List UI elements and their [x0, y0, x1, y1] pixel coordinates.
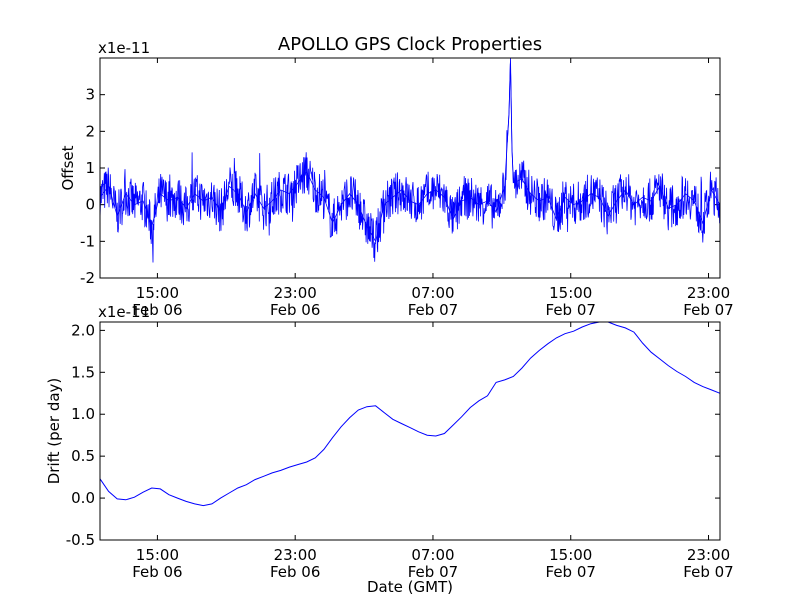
offset-y-tick-label: 2: [85, 122, 95, 140]
drift-x-tick-time: 07:00: [411, 546, 454, 564]
offset-scale-label: x1e-11: [98, 39, 150, 57]
offset-y-tick-label: 1: [85, 159, 95, 177]
drift-y-tick-label: 0.0: [71, 489, 95, 507]
offset-x-tick-time: 15:00: [136, 284, 179, 302]
offset-x-tick-date: Feb 07: [683, 301, 733, 319]
drift-x-tick-time: 15:00: [549, 546, 592, 564]
offset-y-tick-label: -2: [80, 269, 95, 287]
drift-x-tick-date: Feb 06: [132, 563, 182, 581]
drift-y-tick-label: 2.0: [71, 321, 95, 339]
drift-y-label: Drift (per day): [45, 378, 63, 485]
drift-x-tick-time: 23:00: [274, 546, 317, 564]
offset-y-tick-label: -1: [80, 232, 95, 250]
drift-y-tick-label: 0.5: [71, 447, 95, 465]
drift-x-tick-date: Feb 07: [408, 563, 458, 581]
drift-x-tick-date: Feb 07: [683, 563, 733, 581]
drift-x-tick-date: Feb 07: [546, 563, 596, 581]
offset-x-tick-time: 23:00: [687, 284, 730, 302]
offset-y-tick-label: 0: [85, 196, 95, 214]
drift-y-ticks: -0.5 0.0 0.5 1.0 1.5 2.0: [66, 321, 720, 549]
drift-x-tick-date: Feb 06: [270, 563, 320, 581]
offset-series-detail: [99, 63, 721, 263]
offset-y-ticks: -2 -1 0 1 2 3: [80, 86, 720, 287]
chart-title: APOLLO GPS Clock Properties: [278, 34, 542, 55]
offset-x-tick-time: 15:00: [549, 284, 592, 302]
offset-x-tick-date: Feb 07: [546, 301, 596, 319]
drift-x-tick-time: 23:00: [687, 546, 730, 564]
offset-x-tick-time: 07:00: [411, 284, 454, 302]
offset-plot-frame: [99, 57, 721, 279]
drift-x-tick-time: 15:00: [136, 546, 179, 564]
offset-y-label: Offset: [59, 145, 77, 190]
drift-y-tick-label: 1.5: [71, 363, 95, 381]
drift-scale-label: x1e-11: [98, 303, 150, 321]
offset-y-tick-label: 3: [85, 86, 95, 104]
drift-x-label: Date (GMT): [367, 578, 453, 596]
offset-x-tick-time: 23:00: [274, 284, 317, 302]
drift-plot-frame: [99, 321, 721, 541]
offset-x-tick-date: Feb 06: [270, 301, 320, 319]
offset-x-tick-date: Feb 06: [132, 301, 182, 319]
drift-series-line: [99, 321, 721, 507]
offset-x-tick-date: Feb 07: [408, 301, 458, 319]
drift-y-tick-label: -0.5: [66, 531, 95, 549]
drift-y-tick-label: 1.0: [71, 405, 95, 423]
